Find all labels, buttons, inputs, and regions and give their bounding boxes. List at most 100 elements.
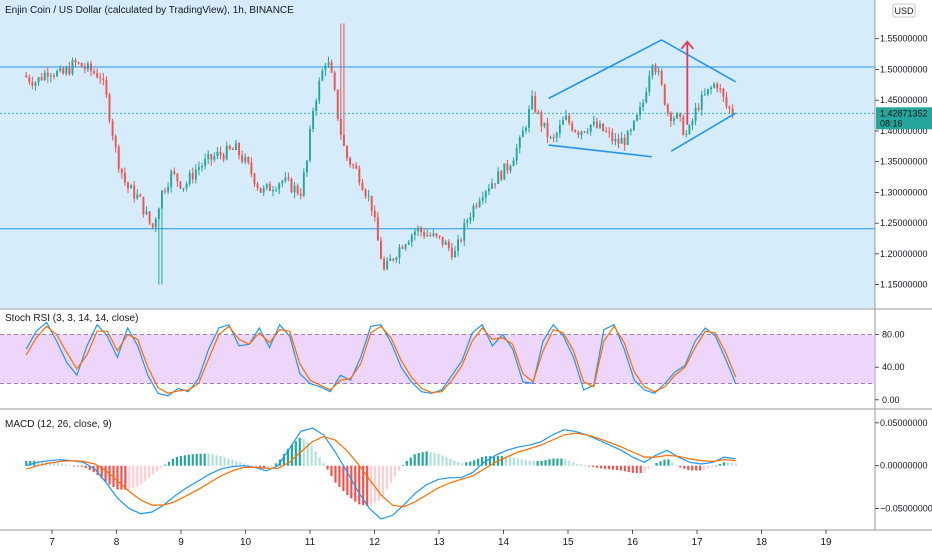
macd-hist-bar: [695, 465, 698, 471]
candle-body: [568, 115, 571, 124]
macd-hist-bar: [310, 445, 313, 466]
macd-hist-bar: [564, 459, 567, 466]
macd-hist-bar: [397, 465, 400, 471]
macd-hist-bar: [639, 465, 642, 473]
price-pane-background: [0, 0, 875, 308]
macd-hist-bar: [477, 458, 480, 466]
candle-body: [605, 130, 608, 132]
macd-hist-bar: [734, 463, 737, 466]
macd-hist-bar: [159, 465, 163, 468]
macd-line: [26, 427, 736, 520]
macd-hist-bar: [592, 465, 595, 467]
macd-hist-bar: [266, 465, 270, 469]
macd-title: MACD (12, 26, close, 9): [5, 419, 112, 430]
candle-body: [355, 165, 358, 169]
candle-body: [321, 70, 324, 81]
candle-body: [703, 94, 706, 96]
macd-hist-bar: [683, 465, 686, 469]
time-axis-label: 12: [369, 537, 381, 548]
candle-body: [645, 91, 648, 103]
candle-body: [102, 78, 105, 80]
candle-body: [318, 80, 321, 101]
macd-hist-bar: [140, 465, 143, 485]
candle-body: [53, 75, 55, 77]
macd-hist-bar: [623, 465, 626, 472]
candles-group: [25, 23, 734, 285]
candle-body: [685, 133, 688, 135]
price-pane-title: Enjin Coin / US Dollar (calculated by Tr…: [5, 5, 294, 16]
candle-body: [438, 235, 441, 237]
candle-body: [43, 72, 46, 81]
macd-y-tick-label: 0.00000000: [880, 461, 928, 471]
macd-hist-bar: [330, 465, 333, 477]
macd-hist-bar: [572, 462, 575, 466]
candle-body: [592, 121, 595, 125]
candle-body: [296, 185, 299, 194]
candle-body: [660, 70, 663, 85]
macd-hist-bar: [544, 460, 547, 466]
macd-hist-bar: [560, 458, 563, 466]
macd-hist-bar: [76, 465, 79, 467]
candle-body: [663, 84, 666, 105]
macd-hist-bar: [346, 465, 349, 496]
candle-body: [697, 107, 700, 110]
macd-hist-bar: [655, 462, 658, 466]
candle-body: [413, 231, 416, 236]
macd-hist-bar: [722, 462, 726, 466]
candle-body: [487, 188, 490, 192]
macd-hist-bar: [536, 460, 539, 466]
macd-hist-bar: [156, 465, 159, 472]
trendline: [548, 144, 652, 158]
macd-hist-bar: [718, 463, 722, 466]
macd-hist-bar: [203, 453, 206, 466]
candle-body: [157, 208, 160, 220]
macd-hist-bar: [163, 464, 167, 466]
candle-body: [540, 112, 543, 127]
candle-body: [497, 171, 500, 185]
candle-body: [410, 235, 413, 243]
price-y-tick-label: 1.45000000: [880, 95, 928, 105]
candle-body: [207, 154, 210, 159]
candle-body: [253, 173, 256, 185]
candle-body: [278, 183, 281, 190]
macd-hist-bar: [263, 465, 266, 469]
macd-hist-bar: [671, 462, 674, 466]
candle-body: [586, 131, 589, 133]
macd-hist-bar: [588, 465, 591, 467]
candle-body: [722, 88, 725, 97]
macd-hist-bar: [580, 464, 583, 466]
candle-body: [222, 155, 225, 160]
candle-body: [691, 120, 694, 126]
stoch-y-tick-label: 0.00: [882, 395, 900, 405]
macd-hist-bar: [520, 459, 523, 466]
candle-body: [626, 131, 629, 145]
candle-body: [694, 107, 697, 121]
macd-hist-bar: [453, 460, 456, 466]
candle-body: [302, 172, 305, 196]
candle-body: [636, 114, 638, 121]
candle-body: [349, 158, 352, 165]
time-axis-label: 18: [756, 537, 768, 548]
macd-hist-bar: [631, 465, 634, 473]
macd-hist-bar: [433, 452, 436, 466]
candle-body: [620, 138, 623, 144]
candle-body: [74, 60, 77, 63]
macd-hist-bar: [239, 462, 242, 466]
candle-body: [31, 82, 34, 86]
macd-hist-bar: [152, 465, 155, 475]
candle-body: [392, 258, 395, 260]
candle-body: [80, 63, 83, 68]
macd-hist-bar: [48, 462, 52, 466]
candle-body: [632, 120, 635, 130]
macd-hist-bar: [88, 465, 91, 471]
candle-body: [599, 123, 601, 128]
price-y-tick-label: 1.15000000: [880, 280, 928, 290]
macd-hist-bar: [247, 464, 250, 466]
candle-body: [629, 129, 632, 132]
macd-hist-bar: [366, 465, 369, 507]
candle-body: [123, 172, 126, 183]
macd-hist-bar: [445, 457, 448, 466]
candle-body: [432, 233, 435, 236]
macd-hist-bar: [512, 457, 515, 466]
candle-body: [546, 122, 549, 138]
